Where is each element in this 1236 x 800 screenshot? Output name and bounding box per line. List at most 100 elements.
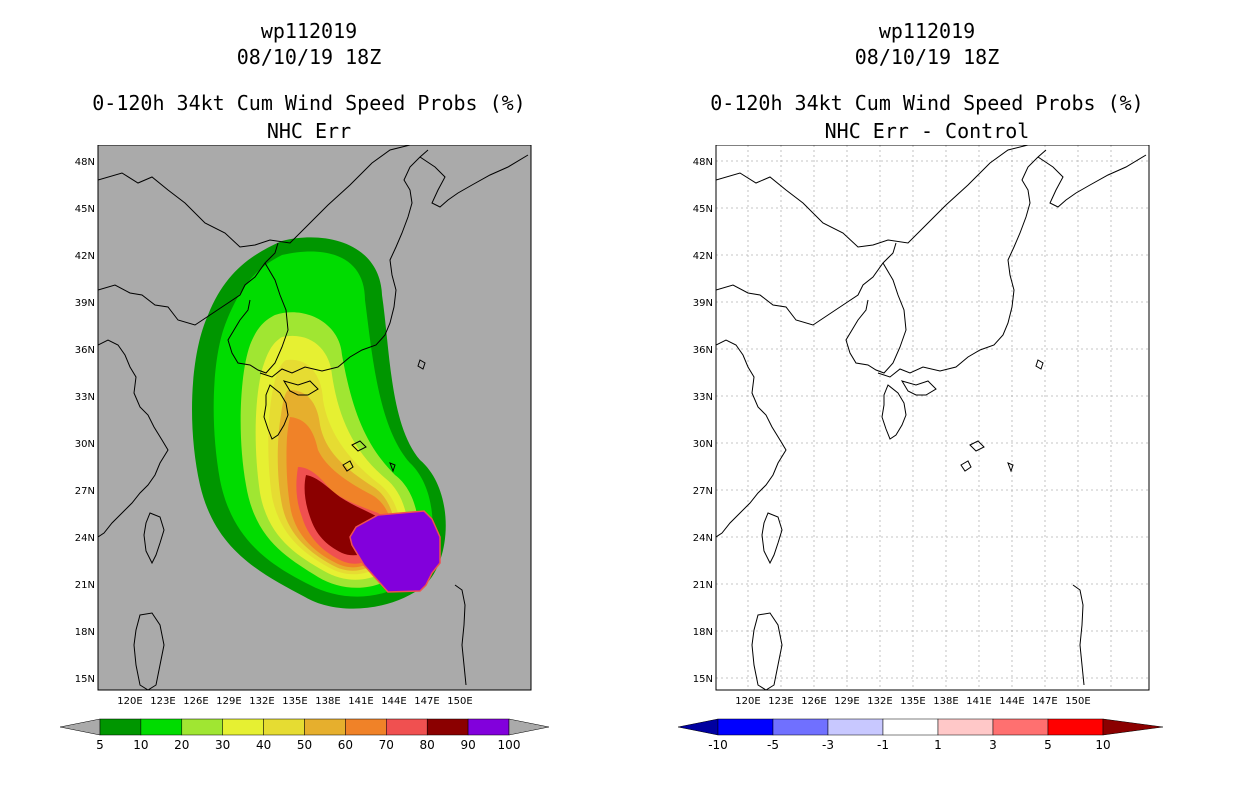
difference-map: 48N 45N 42N 39N 36N 33N 30N 27N 24N 21N … [693,145,1150,705]
lat-label: 33N [693,392,713,403]
lon-label: 132E [867,696,892,705]
lon-label: 120E [117,696,142,705]
colorbar: 5 10 20 30 40 50 60 70 80 90 100 [59,718,550,752]
lon-label: 129E [834,696,859,705]
colorbar-swatch [467,718,510,736]
storm-id: wp112019 [878,19,976,43]
gridlines [716,145,1149,690]
lat-label: 27N [693,486,713,497]
lon-label: 129E [216,696,241,705]
lon-label: 147E [1032,696,1057,705]
colorbar-label: 3 [989,738,997,752]
colorbar-swatch [140,718,183,736]
lon-label: 141E [966,696,991,705]
colorbar-swatch [1047,718,1104,736]
colorbar-label: -1 [877,738,889,752]
lon-label: 150E [1065,696,1090,705]
lon-label: 120E [735,696,760,705]
probability-swath [192,237,446,609]
latitude-labels: 48N 45N 42N 39N 36N 33N 30N 27N 24N 21N … [693,157,713,685]
panel-nhc-err: wp112019 08/10/19 18Z 0-120h 34kt Cum Wi… [59,19,550,752]
lat-label: 39N [693,298,713,309]
lon-label: 123E [150,696,175,705]
colorbar-label: 50 [297,738,312,752]
latitude-labels: 48N 45N 42N 39N 36N 33N 30N 27N 24N 21N … [75,157,95,685]
probability-map: 48N 45N 42N 39N 36N 33N 30N 27N 24N 21N … [75,145,532,705]
lon-label: 123E [768,696,793,705]
lat-label: 27N [75,486,95,497]
lat-label: 18N [693,627,713,638]
lat-label: 24N [75,533,95,544]
lon-label: 135E [282,696,307,705]
lon-label: 132E [249,696,274,705]
lat-label: 21N [693,580,713,591]
product-title: 0-120h 34kt Cum Wind Speed Probs (%) [710,91,1144,115]
colorbar-label: 30 [215,738,230,752]
lon-label: 138E [315,696,340,705]
lon-label: 150E [447,696,472,705]
storm-id: wp112019 [260,19,358,43]
colorbar: -10 -5 -3 -1 1 3 5 10 [677,718,1164,752]
colorbar-swatch [772,718,829,736]
coastlines [98,145,529,690]
lat-label: 30N [75,439,95,450]
panel-subtitle: NHC Err - Control [824,119,1030,143]
colorbar-label: -5 [767,738,779,752]
datetime: 08/10/19 18Z [854,45,1000,69]
lon-label: 144E [381,696,406,705]
colorbar-label: 1 [934,738,942,752]
colorbar-swatch [937,718,994,736]
lat-label: 39N [75,298,95,309]
product-title: 0-120h 34kt Cum Wind Speed Probs (%) [92,91,526,115]
colorbar-swatch [181,718,223,736]
lat-label: 45N [693,204,713,215]
lon-label: 141E [348,696,373,705]
colorbar-swatch [345,718,387,736]
colorbar-swatch [304,718,346,736]
lat-label: 15N [75,674,95,685]
lat-label: 21N [75,580,95,591]
lat-label: 42N [75,251,95,262]
longitude-labels: 120E 123E 126E 129E 132E 135E 138E 141E … [117,696,472,705]
colorbar-label: 60 [338,738,353,752]
colorbar-label: -10 [708,738,728,752]
colorbar-swatch [992,718,1049,736]
colorbar-label: 5 [1044,738,1052,752]
lat-label: 48N [75,157,95,168]
lat-label: 30N [693,439,713,450]
colorbar-label: 10 [133,738,148,752]
lat-label: 33N [75,392,95,403]
lat-label: 42N [693,251,713,262]
longitude-labels: 120E 123E 126E 129E 132E 135E 138E 141E … [735,696,1090,705]
colorbar-swatch [717,718,774,736]
map-frame [716,145,1149,690]
lon-label: 126E [801,696,826,705]
colorbar-swatch [426,718,469,736]
lon-label: 144E [999,696,1024,705]
panel-subtitle: NHC Err [266,119,352,143]
colorbar-high-arrow [508,718,550,736]
colorbar-label: -3 [822,738,834,752]
lat-label: 24N [693,533,713,544]
lat-label: 36N [75,345,95,356]
colorbar-swatch [263,718,305,736]
colorbar-label: 100 [498,738,521,752]
colorbar-low-arrow [59,718,101,736]
lat-label: 36N [693,345,713,356]
colorbar-swatch [222,718,264,736]
lat-label: 18N [75,627,95,638]
colorbar-swatch [827,718,884,736]
colorbar-label: 5 [96,738,104,752]
colorbar-high-arrow [1102,718,1164,736]
lon-label: 126E [183,696,208,705]
datetime: 08/10/19 18Z [236,45,382,69]
lon-label: 135E [900,696,925,705]
colorbar-label: 80 [420,738,435,752]
colorbar-swatch [882,718,939,736]
colorbar-label: 10 [1095,738,1110,752]
colorbar-label: 20 [174,738,189,752]
lat-label: 45N [75,204,95,215]
colorbar-label: 70 [379,738,394,752]
colorbar-swatch [99,718,142,736]
coastlines [716,145,1147,690]
